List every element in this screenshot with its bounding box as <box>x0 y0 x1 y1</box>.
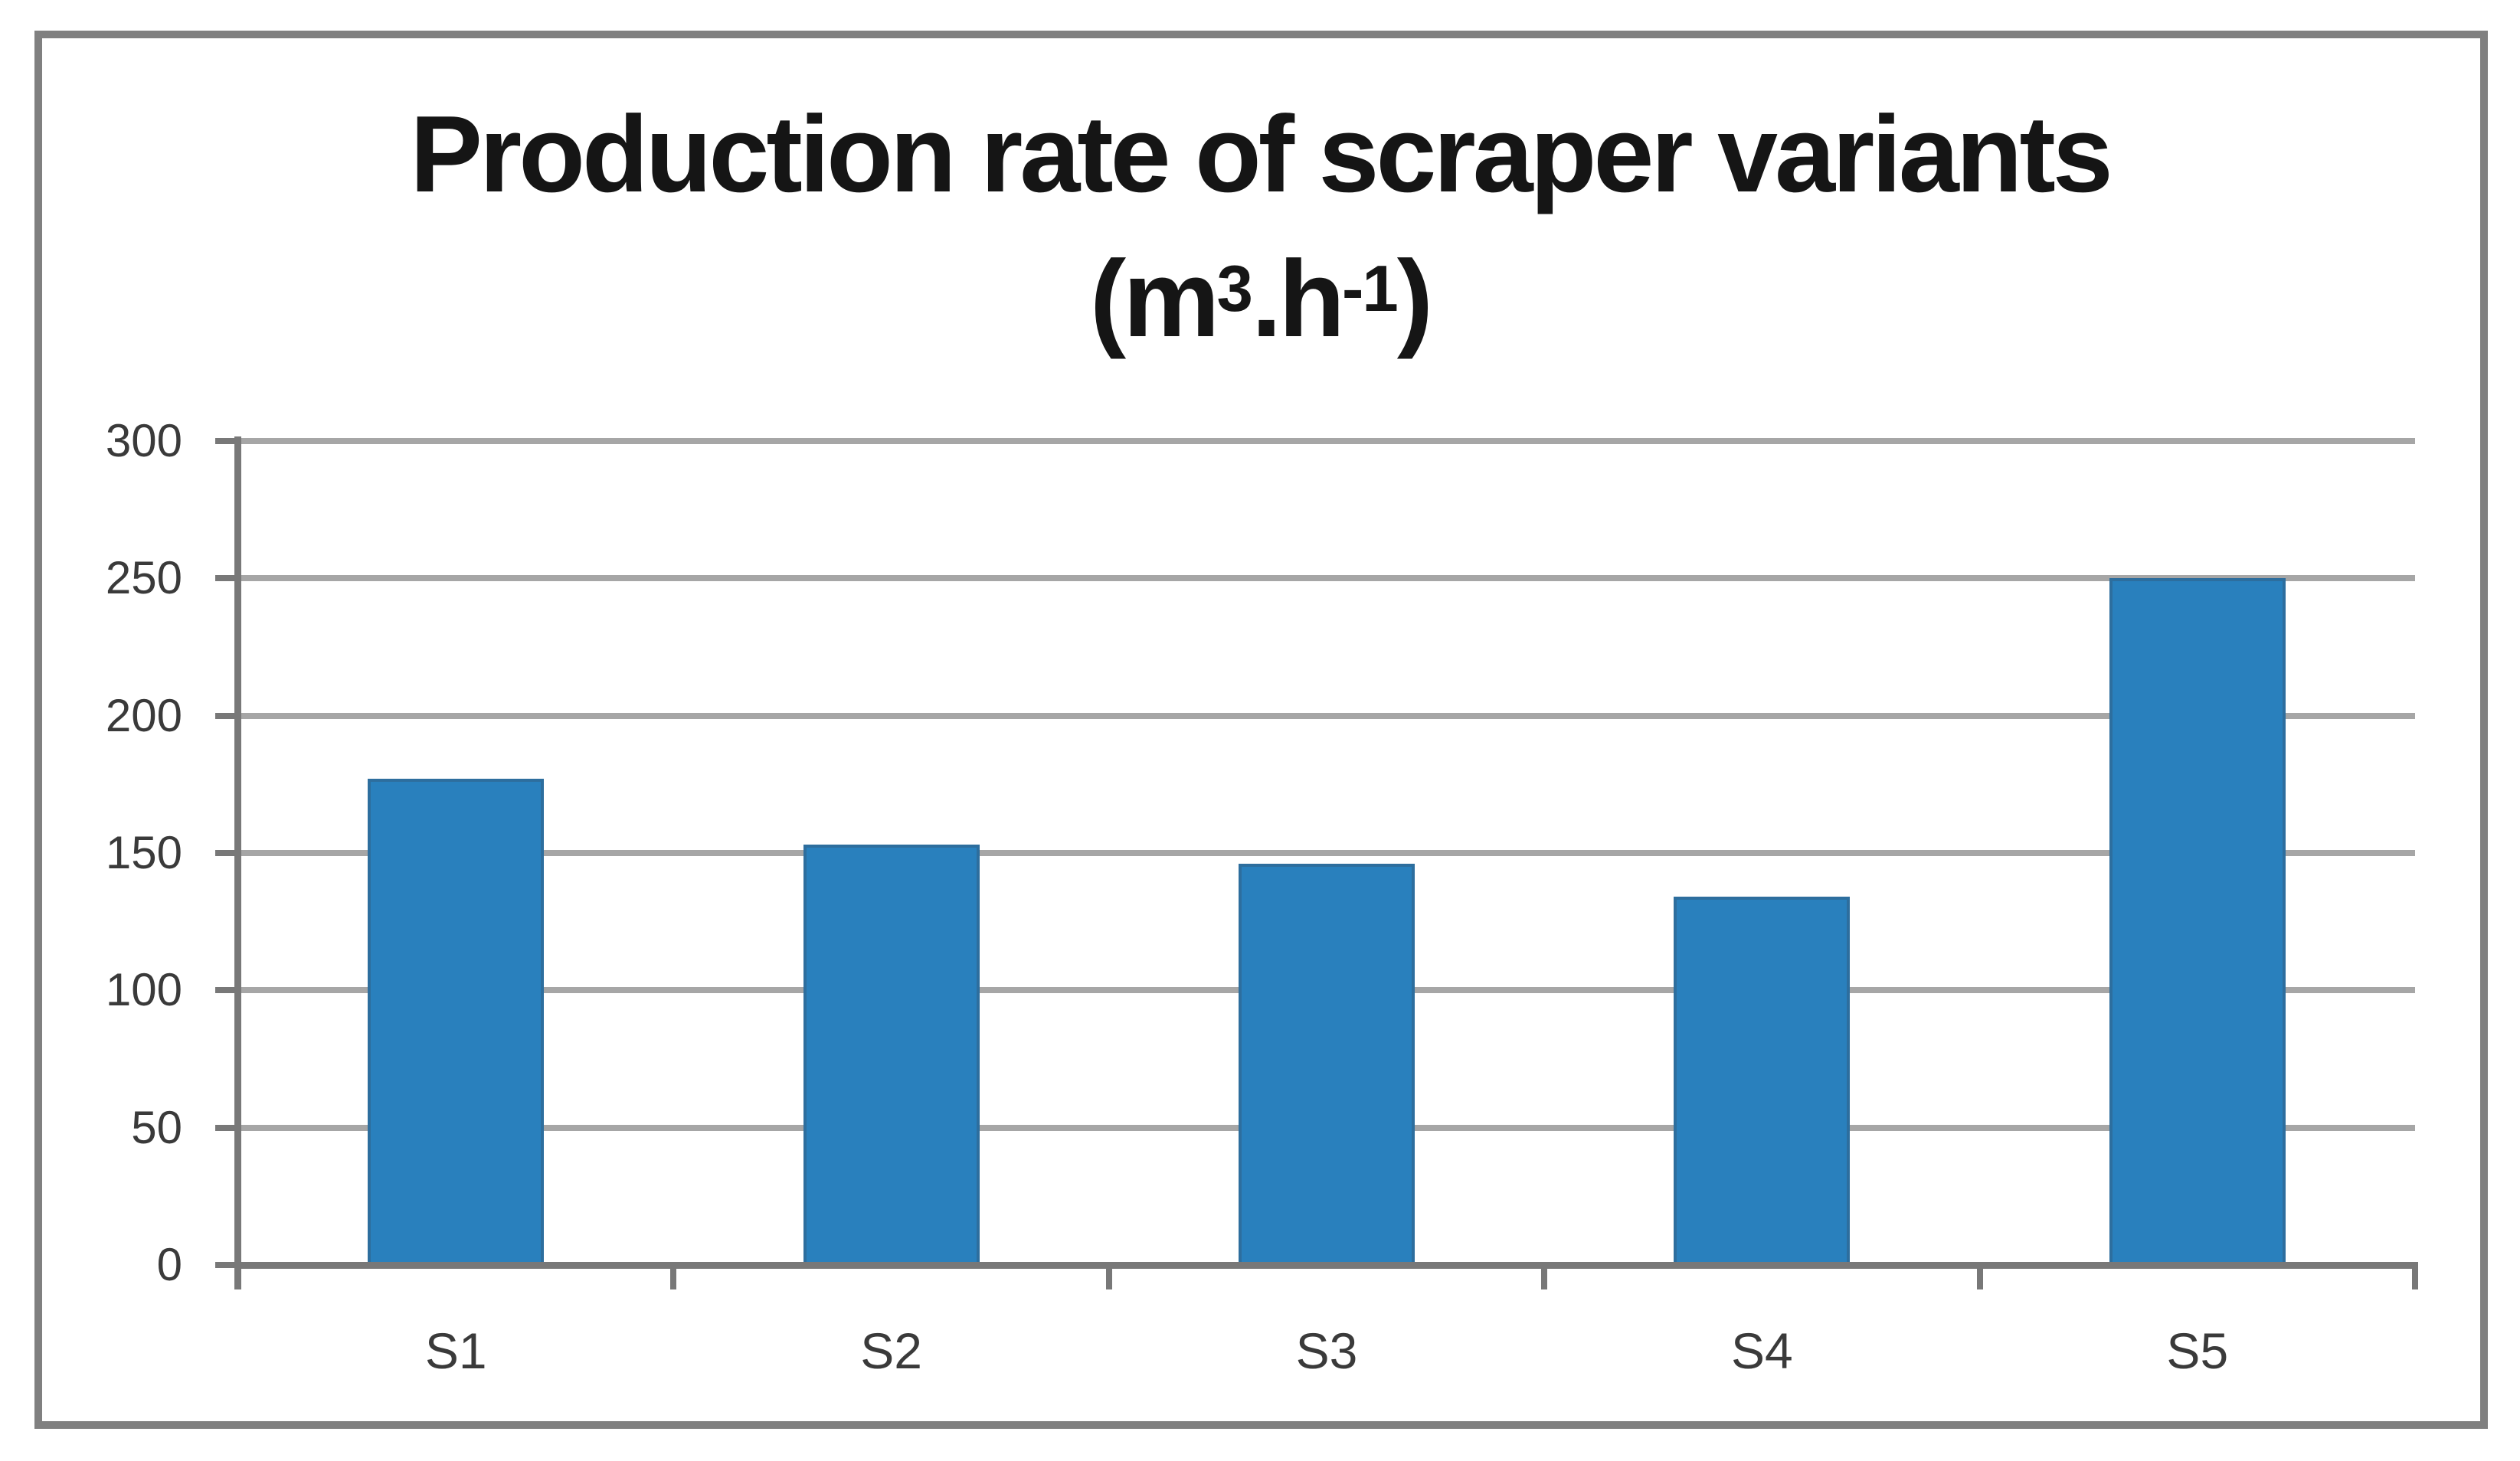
bar-S3 <box>1239 864 1415 1265</box>
chart-title-unit-line: (m3.h-1) <box>1089 237 1433 360</box>
ytick-mark-100 <box>215 987 238 994</box>
ytick-mark-200 <box>215 712 238 719</box>
ytick-label-100: 100 <box>105 964 182 1016</box>
xtick-mark-2 <box>1105 1265 1112 1289</box>
unit-exponent-minus1: -1 <box>1342 253 1399 326</box>
unit-exponent-3: 3 <box>1216 253 1252 326</box>
gridline-150 <box>238 850 2415 856</box>
xtick-mark-5 <box>2412 1265 2418 1289</box>
ytick-mark-0 <box>215 1262 238 1268</box>
bar-S5 <box>2109 578 2286 1265</box>
ytick-label-0: 0 <box>156 1239 182 1290</box>
xtick-label-S3: S3 <box>1295 1322 1358 1379</box>
y-axis-line <box>234 436 241 1289</box>
ytick-mark-250 <box>215 575 238 582</box>
ytick-label-200: 200 <box>105 689 182 741</box>
gridline-200 <box>238 712 2415 719</box>
ytick-mark-150 <box>215 850 238 856</box>
chart-title-line1: Production rate of scraper variants <box>410 93 2113 215</box>
ytick-label-150: 150 <box>105 827 182 878</box>
x-axis-line <box>234 1262 2418 1269</box>
bar-S1 <box>368 779 545 1265</box>
xtick-label-S5: S5 <box>2166 1322 2229 1379</box>
chart-title: Production rate of scraper variants (m3.… <box>0 83 2520 372</box>
gridline-250 <box>238 575 2415 582</box>
xtick-mark-1 <box>670 1265 677 1289</box>
xtick-mark-4 <box>1976 1265 1983 1289</box>
xtick-label-S1: S1 <box>424 1322 487 1379</box>
gridline-300 <box>238 438 2415 444</box>
bar-S4 <box>1674 897 1851 1265</box>
bar-S2 <box>803 845 980 1265</box>
ytick-label-300: 300 <box>105 415 182 466</box>
xtick-mark-3 <box>1541 1265 1548 1289</box>
ytick-mark-50 <box>215 1124 238 1131</box>
ytick-label-250: 250 <box>105 552 182 604</box>
xtick-label-S4: S4 <box>1731 1322 1793 1379</box>
xtick-label-S2: S2 <box>860 1322 922 1379</box>
ytick-label-50: 50 <box>131 1101 182 1153</box>
ytick-mark-300 <box>215 438 238 444</box>
